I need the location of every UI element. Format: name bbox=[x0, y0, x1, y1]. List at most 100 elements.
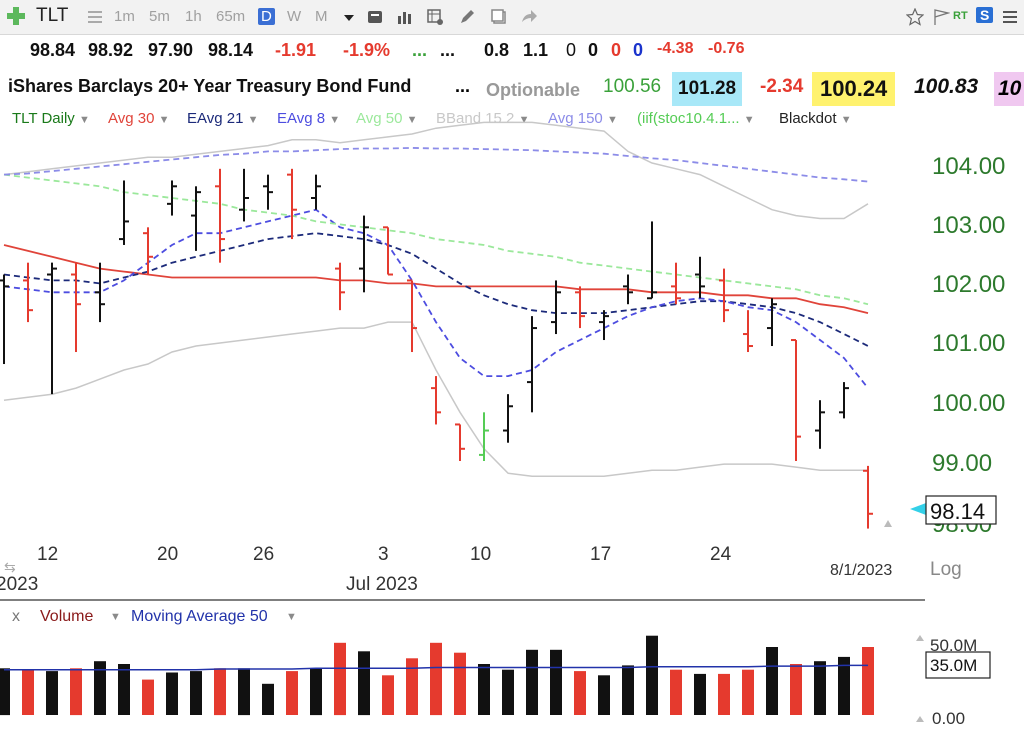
chart-type-icon[interactable] bbox=[366, 8, 384, 26]
scale-toggle[interactable]: Log bbox=[930, 559, 962, 580]
legend-label: Avg 150 bbox=[548, 110, 603, 127]
legend-label: Avg 30 bbox=[108, 110, 155, 127]
series-line-avg-50 bbox=[3, 173, 869, 306]
share-arrow-icon[interactable] bbox=[520, 8, 538, 26]
menu-icon[interactable] bbox=[1001, 8, 1019, 26]
legend-item-avg30[interactable]: Avg 30 ▼ bbox=[108, 110, 170, 127]
close-volume-button[interactable]: x bbox=[12, 608, 20, 625]
period-1h[interactable]: 1h bbox=[185, 8, 202, 25]
draw-pencil-icon[interactable] bbox=[458, 8, 476, 26]
star-icon[interactable] bbox=[906, 8, 924, 26]
volume-bar bbox=[310, 668, 322, 716]
volume-bar bbox=[238, 668, 250, 716]
last-price-box bbox=[925, 495, 997, 525]
caret-down-icon[interactable]: ▼ bbox=[110, 611, 121, 623]
grid-settings-icon[interactable] bbox=[426, 8, 444, 26]
volume-bar bbox=[382, 675, 394, 715]
scroll-arrows-icon[interactable]: ⇆ bbox=[4, 559, 16, 575]
copy-icon[interactable] bbox=[490, 8, 508, 26]
legend-item-avg50[interactable]: Avg 50 ▼ bbox=[356, 110, 418, 127]
volume-bar bbox=[94, 661, 106, 715]
quote-zero-4: 0 bbox=[633, 40, 644, 60]
name-dots: ... bbox=[455, 76, 471, 96]
quote-low: 97.90 bbox=[148, 40, 194, 60]
ohlc-bar bbox=[23, 262, 33, 323]
ohlc-bar bbox=[95, 262, 105, 323]
period-w[interactable]: W bbox=[287, 8, 302, 25]
legend-item-blackdot[interactable]: Blackdot ▼ bbox=[779, 110, 852, 127]
dropdown-icon[interactable] bbox=[340, 8, 358, 26]
price-tick: 101.00 bbox=[932, 330, 1005, 357]
caret-down-icon[interactable]: ▼ bbox=[286, 611, 297, 623]
list-icon[interactable] bbox=[86, 8, 104, 26]
realtime-label[interactable]: RT bbox=[953, 10, 968, 22]
ohlc-bar bbox=[263, 174, 273, 210]
quote-dots-2: ... bbox=[440, 40, 456, 60]
ohlc-bar bbox=[767, 298, 777, 347]
legend-item-eavg21[interactable]: EAvg 21 ▼ bbox=[187, 110, 259, 127]
series-line-eavg-21 bbox=[3, 232, 869, 347]
legend-label: Avg 50 bbox=[356, 110, 403, 127]
add-symbol-icon[interactable] bbox=[6, 6, 26, 26]
flag-icon[interactable] bbox=[932, 8, 950, 26]
period-65m[interactable]: 65m bbox=[216, 8, 246, 25]
ohlc-bar bbox=[575, 286, 585, 329]
caret-down-icon: ▼ bbox=[840, 114, 852, 126]
series-line-bband-lower bbox=[3, 321, 868, 478]
ohlc-bar bbox=[671, 262, 681, 305]
volume-legend: x Volume ▼ Moving Average 50 ▼ bbox=[0, 606, 700, 630]
share-s-button[interactable]: S bbox=[976, 7, 994, 23]
bar-chart-icon[interactable] bbox=[396, 8, 414, 26]
period-1m[interactable]: 1m bbox=[114, 8, 135, 25]
legend-label: TLT Daily bbox=[12, 110, 75, 127]
volume-bar bbox=[718, 673, 730, 715]
volume-bar bbox=[406, 658, 418, 715]
price-tick: 103.00 bbox=[932, 212, 1005, 239]
ohlc-bar bbox=[743, 310, 753, 353]
bid-price: 100.56 bbox=[603, 76, 662, 97]
legend-item-tlt-daily[interactable]: TLT Daily ▼ bbox=[12, 110, 90, 127]
last-price: 100.24 bbox=[812, 72, 896, 106]
volume-bar bbox=[46, 671, 58, 715]
symbol-input[interactable]: TLT bbox=[36, 5, 69, 26]
legend-label: (iif(stoc10.4.1... bbox=[637, 110, 740, 127]
volume-label[interactable]: Volume bbox=[40, 608, 94, 625]
volume-tick: 0.00 bbox=[932, 709, 965, 728]
period-d[interactable]: D bbox=[258, 8, 275, 25]
date-tick: 24 bbox=[710, 544, 732, 565]
ohlc-bar bbox=[143, 227, 153, 275]
quote-value-2: 1.1 bbox=[523, 40, 549, 60]
ohlc-bar bbox=[647, 221, 657, 300]
moving-average-label[interactable]: Moving Average 50 bbox=[131, 608, 268, 625]
ohlc-bar bbox=[359, 215, 369, 293]
volume-bar bbox=[334, 642, 346, 716]
volume-bar bbox=[118, 664, 130, 715]
ohlc-bar bbox=[191, 186, 201, 251]
scroll-up-icon[interactable] bbox=[884, 520, 892, 527]
date-tick: 26 bbox=[253, 544, 274, 565]
volume-bar bbox=[838, 656, 850, 715]
volume-tick-marker-icon bbox=[916, 635, 924, 641]
legend-label: Blackdot bbox=[779, 110, 837, 127]
period-5m[interactable]: 5m bbox=[149, 8, 170, 25]
legend-item-avg150[interactable]: Avg 150 ▼ bbox=[548, 110, 618, 127]
ohlc-bar bbox=[215, 168, 225, 263]
quote-close: 98.14 bbox=[208, 40, 254, 60]
legend-item-eavg8[interactable]: EAvg 8 ▼ bbox=[277, 110, 340, 127]
volume-moving-average-line bbox=[4, 664, 868, 671]
ohlc-bar bbox=[119, 180, 129, 245]
ohlc-bar bbox=[695, 256, 705, 299]
month-label: 2023 bbox=[0, 574, 38, 595]
volume-bar bbox=[478, 664, 490, 715]
period-m[interactable]: M bbox=[315, 8, 328, 25]
date-tick: 10 bbox=[470, 544, 491, 565]
volume-bar bbox=[526, 649, 538, 715]
volume-bar bbox=[142, 679, 154, 715]
ohlc-bar bbox=[503, 394, 513, 443]
price-plot-area bbox=[0, 121, 873, 529]
quote-row: 98.84 98.92 97.90 98.14 -1.91 -1.9% ... … bbox=[0, 38, 1024, 68]
caret-down-icon: ▼ bbox=[743, 114, 755, 126]
legend-item-iif[interactable]: (iif(stoc10.4.1... ▼ bbox=[637, 110, 755, 127]
volume-bar bbox=[622, 665, 634, 715]
